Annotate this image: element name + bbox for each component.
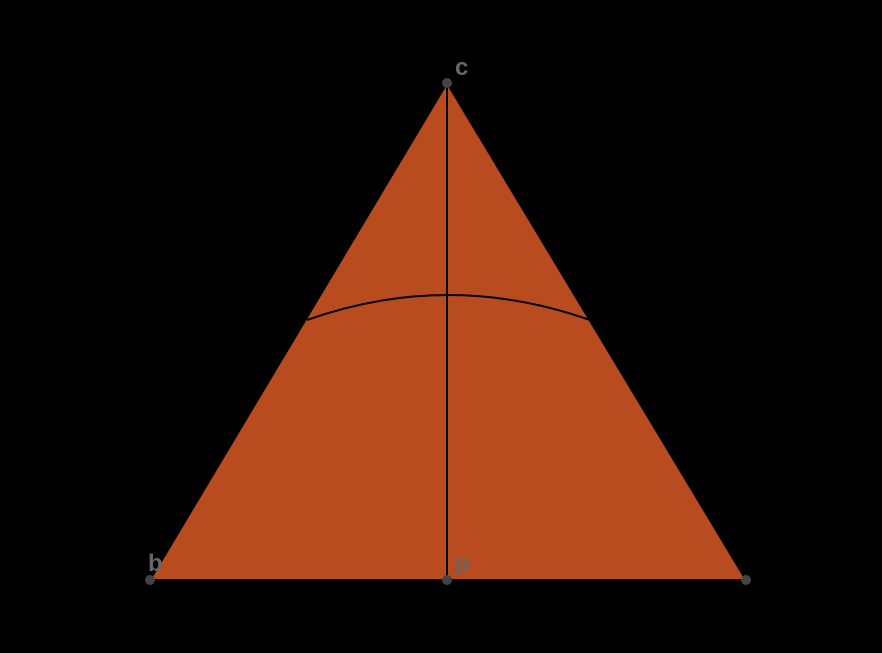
label-p: p xyxy=(455,550,470,578)
vertex-point-top xyxy=(442,78,452,88)
label-c: c xyxy=(455,54,468,82)
label-b-text: b xyxy=(148,550,163,577)
label-p-text: p xyxy=(455,550,470,577)
geometry-diagram xyxy=(0,0,882,653)
label-c-text: c xyxy=(455,54,468,81)
label-b: b xyxy=(148,550,163,578)
vertex-point-bottom-right xyxy=(741,575,751,585)
vertex-point-bottom-mid xyxy=(442,575,452,585)
